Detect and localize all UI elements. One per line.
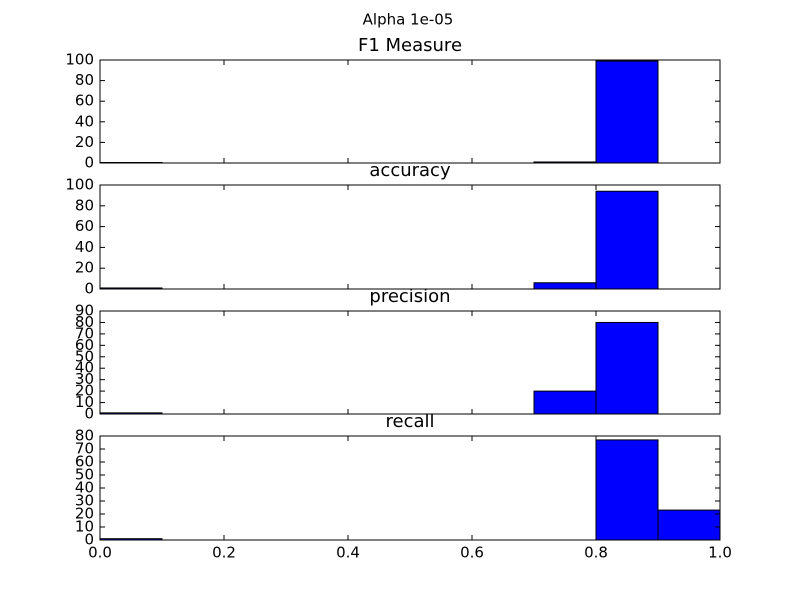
bar bbox=[533, 282, 597, 290]
bar bbox=[595, 60, 659, 164]
y-tick-label: 60 bbox=[75, 336, 94, 354]
y-tick-label: 100 bbox=[65, 176, 94, 194]
axes-frame bbox=[99, 59, 721, 164]
bar bbox=[657, 509, 721, 541]
axes-title: precision bbox=[369, 286, 450, 307]
x-tick-label: 0.0 bbox=[88, 544, 112, 562]
y-tick-label: 80 bbox=[75, 427, 94, 445]
y-tick-label: 30 bbox=[75, 492, 94, 510]
y-tick-label: 10 bbox=[75, 393, 94, 411]
x-tick-label: 0.6 bbox=[460, 544, 484, 562]
y-tick-label: 50 bbox=[75, 347, 94, 365]
x-tick-label: 0.8 bbox=[584, 544, 608, 562]
y-tick-label: 20 bbox=[75, 505, 94, 523]
y-tick-label: 10 bbox=[75, 518, 94, 536]
x-tick-label: 1.0 bbox=[708, 544, 732, 562]
figure-title: Alpha 1e-05 bbox=[363, 11, 454, 29]
x-tick-label: 0.4 bbox=[336, 544, 360, 562]
y-tick-label: 0 bbox=[84, 531, 94, 549]
y-tick-label: 40 bbox=[75, 112, 94, 130]
y-tick-label: 70 bbox=[75, 324, 94, 342]
bar bbox=[595, 321, 659, 415]
y-tick-label: 40 bbox=[75, 238, 94, 256]
y-tick-label: 60 bbox=[75, 217, 94, 235]
bar bbox=[595, 190, 659, 290]
y-tick-label: 60 bbox=[75, 453, 94, 471]
y-tick-label: 90 bbox=[75, 302, 94, 320]
axes-frame bbox=[99, 184, 721, 290]
y-tick-label: 20 bbox=[75, 259, 94, 277]
y-tick-label: 60 bbox=[75, 92, 94, 110]
y-tick-label: 100 bbox=[65, 51, 94, 69]
y-tick-label: 80 bbox=[75, 313, 94, 331]
y-tick-label: 50 bbox=[75, 466, 94, 484]
y-tick-label: 0 bbox=[84, 405, 94, 423]
axes-title: F1 Measure bbox=[358, 35, 462, 56]
y-tick-label: 40 bbox=[75, 359, 94, 377]
axes-title: accuracy bbox=[369, 160, 451, 181]
axes-title: recall bbox=[385, 411, 434, 432]
bar bbox=[595, 439, 659, 541]
y-tick-label: 30 bbox=[75, 370, 94, 388]
y-tick-label: 20 bbox=[75, 382, 94, 400]
x-tick-label: 0.2 bbox=[212, 544, 236, 562]
y-tick-label: 40 bbox=[75, 479, 94, 497]
y-tick-label: 70 bbox=[75, 440, 94, 458]
y-tick-label: 0 bbox=[84, 154, 94, 172]
y-tick-label: 80 bbox=[75, 196, 94, 214]
axes-frame bbox=[99, 310, 721, 415]
y-tick-label: 0 bbox=[84, 280, 94, 298]
bar bbox=[533, 390, 597, 415]
y-tick-label: 20 bbox=[75, 133, 94, 151]
y-tick-label: 80 bbox=[75, 71, 94, 89]
